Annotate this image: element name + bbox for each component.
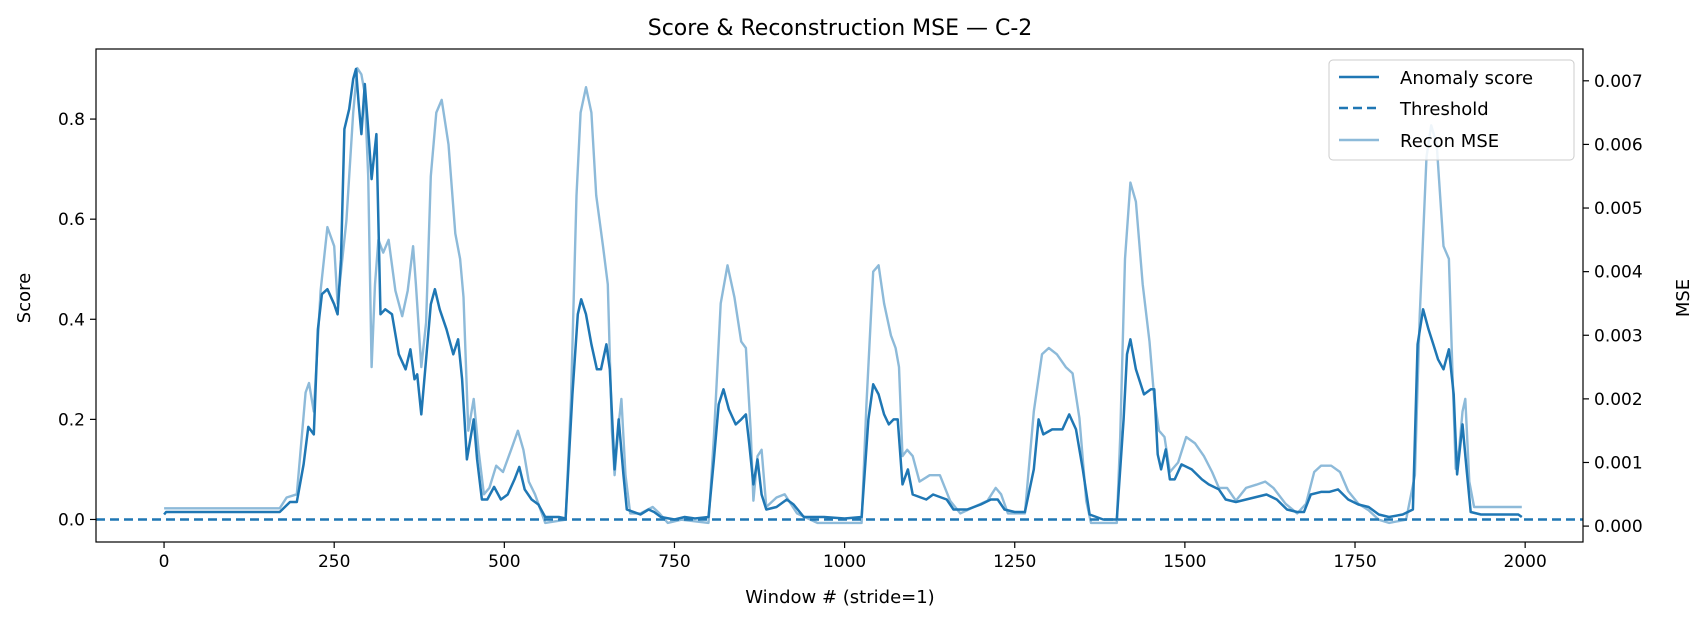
x-tick-label: 500 — [488, 552, 520, 572]
left-y-tick-label: 0.0 — [58, 510, 85, 530]
left-y-tick-label: 0.8 — [58, 110, 85, 130]
right-y-tick-label: 0.005 — [1594, 199, 1643, 219]
x-tick-label: 1500 — [1163, 552, 1206, 572]
legend-label-anomaly-score: Anomaly score — [1400, 68, 1533, 89]
legend-label-recon-mse: Recon MSE — [1400, 131, 1499, 152]
plot-series-group — [96, 66, 1583, 525]
left-y-axis-label: Score — [14, 273, 35, 323]
right-y-axis-label: MSE — [1673, 279, 1694, 317]
x-tick-label: 250 — [318, 552, 350, 572]
legend: Anomaly score Threshold Recon MSE — [1328, 59, 1575, 161]
right-y-tick-label: 0.000 — [1594, 517, 1643, 537]
legend-box — [1328, 59, 1575, 161]
right-y-tick-label: 0.002 — [1594, 390, 1643, 410]
chart-title: Score & Reconstruction MSE — C-2 — [648, 16, 1033, 41]
right-y-tick-label: 0.004 — [1594, 263, 1643, 283]
right-y-tick-label: 0.007 — [1594, 72, 1643, 92]
right-y-axis-ticks: 0.000 0.001 0.002 0.003 0.004 0.005 0.006 0.007 — [1583, 72, 1643, 537]
x-axis-label: Window # (stride=1) — [745, 587, 934, 608]
right-y-tick-label: 0.003 — [1594, 326, 1643, 346]
plot-frame — [95, 48, 1584, 543]
left-y-tick-label: 0.2 — [58, 410, 85, 430]
left-y-tick-label: 0.4 — [58, 310, 85, 330]
right-y-tick-label: 0.006 — [1594, 135, 1643, 155]
x-tick-label: 1750 — [1333, 552, 1376, 572]
x-axis-ticks: 0 250 500 750 1000 1250 1500 1750 2000 — [159, 542, 1547, 572]
x-tick-label: 1000 — [823, 552, 866, 572]
left-y-axis-ticks: 0.0 0.2 0.4 0.6 0.8 — [58, 110, 96, 530]
x-tick-label: 1250 — [993, 552, 1036, 572]
x-tick-label: 0 — [159, 552, 170, 572]
series-line-anomaly-score — [163, 67, 1523, 521]
x-tick-label: 750 — [658, 552, 690, 572]
right-y-tick-label: 0.001 — [1594, 453, 1643, 473]
x-tick-label: 2000 — [1504, 552, 1547, 572]
left-y-tick-label: 0.6 — [58, 210, 85, 230]
legend-label-threshold: Threshold — [1399, 99, 1489, 120]
